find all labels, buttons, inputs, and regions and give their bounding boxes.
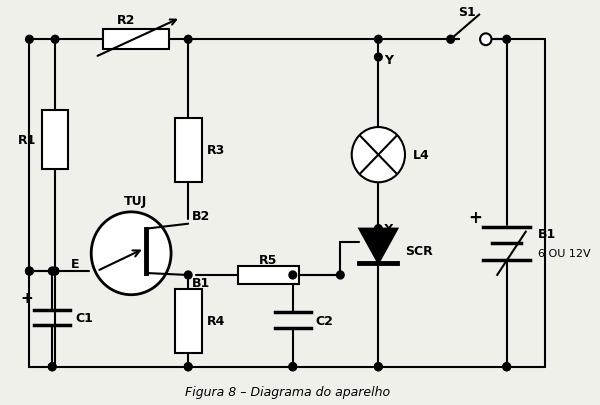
Circle shape xyxy=(447,36,454,44)
Circle shape xyxy=(91,212,171,295)
Text: 6 OU 12V: 6 OU 12V xyxy=(538,249,591,259)
Circle shape xyxy=(374,363,382,371)
Circle shape xyxy=(503,363,511,371)
Polygon shape xyxy=(359,229,397,264)
Circle shape xyxy=(352,128,405,183)
Bar xyxy=(238,266,299,284)
Text: L4: L4 xyxy=(413,149,430,162)
Text: S1: S1 xyxy=(458,6,476,19)
Text: R1: R1 xyxy=(17,134,36,147)
Text: B1: B1 xyxy=(538,228,556,241)
Text: TUJ: TUJ xyxy=(124,194,148,207)
Text: B1: B1 xyxy=(192,277,210,290)
Text: R5: R5 xyxy=(259,253,277,266)
Text: C2: C2 xyxy=(316,314,334,327)
Circle shape xyxy=(49,363,56,371)
Text: R4: R4 xyxy=(207,314,226,327)
Text: Y: Y xyxy=(384,54,393,67)
Circle shape xyxy=(184,363,192,371)
Circle shape xyxy=(289,363,296,371)
Circle shape xyxy=(51,267,59,275)
Text: R3: R3 xyxy=(207,144,226,157)
Bar xyxy=(103,30,169,50)
Text: C1: C1 xyxy=(75,311,93,324)
Circle shape xyxy=(337,271,344,279)
Circle shape xyxy=(374,54,382,62)
Circle shape xyxy=(503,363,511,371)
Circle shape xyxy=(289,271,296,279)
Circle shape xyxy=(480,34,491,46)
Circle shape xyxy=(289,363,296,371)
Text: +: + xyxy=(469,209,482,226)
Circle shape xyxy=(184,363,192,371)
Circle shape xyxy=(374,36,382,44)
Text: Figura 8 – Diagrama do aparelho: Figura 8 – Diagrama do aparelho xyxy=(185,385,391,398)
Circle shape xyxy=(184,271,192,279)
Circle shape xyxy=(503,36,511,44)
Text: B2: B2 xyxy=(192,210,210,223)
Circle shape xyxy=(26,36,33,44)
Text: R2: R2 xyxy=(117,14,136,27)
Bar xyxy=(175,289,202,353)
Circle shape xyxy=(374,225,382,233)
Circle shape xyxy=(184,36,192,44)
Bar xyxy=(175,119,202,183)
Circle shape xyxy=(49,267,56,275)
Text: +: + xyxy=(20,290,33,305)
Text: SCR: SCR xyxy=(405,244,433,257)
Circle shape xyxy=(26,267,33,275)
Circle shape xyxy=(51,36,59,44)
Circle shape xyxy=(49,363,56,371)
Bar xyxy=(42,111,68,170)
Circle shape xyxy=(26,267,33,275)
Text: E: E xyxy=(71,257,80,270)
Text: X: X xyxy=(384,223,394,236)
Circle shape xyxy=(374,363,382,371)
